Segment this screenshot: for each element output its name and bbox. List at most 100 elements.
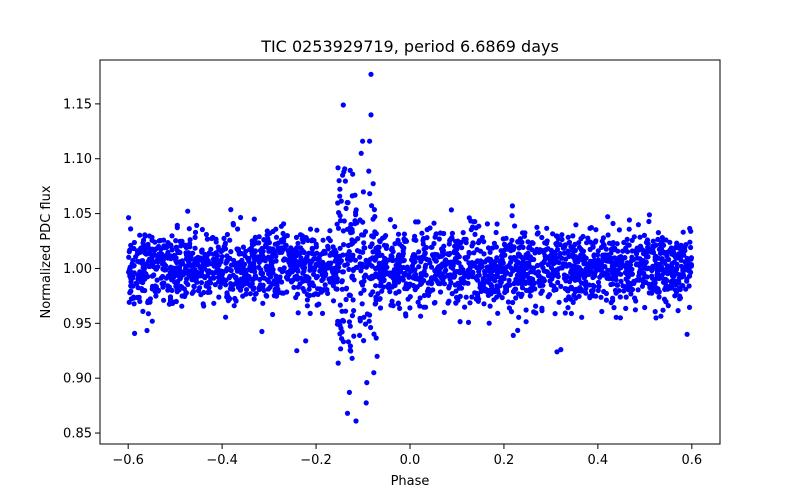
data-point (535, 269, 542, 275)
data-point (406, 274, 412, 280)
data-point (669, 285, 675, 291)
data-point (675, 271, 681, 277)
data-point (652, 309, 658, 315)
data-point (377, 305, 384, 311)
data-point (599, 308, 605, 315)
data-point (602, 263, 608, 270)
data-point (424, 288, 431, 294)
data-point (364, 258, 370, 265)
data-point (302, 265, 308, 271)
data-point (595, 279, 602, 285)
data-point (388, 302, 394, 308)
data-point (686, 268, 693, 274)
data-point (316, 301, 322, 307)
data-point (304, 303, 310, 309)
data-point (372, 214, 378, 220)
data-point (130, 263, 136, 269)
data-point (149, 255, 155, 261)
data-point (513, 295, 519, 301)
data-point (443, 267, 449, 273)
data-point (131, 295, 137, 301)
data-point (339, 286, 345, 292)
data-point (559, 265, 565, 271)
data-point (273, 234, 280, 240)
data-point (626, 242, 632, 248)
data-point (150, 273, 156, 279)
data-point (270, 311, 276, 318)
data-point (420, 237, 426, 244)
data-point (184, 263, 191, 269)
data-point (126, 299, 132, 305)
data-point (187, 237, 193, 243)
data-point (633, 247, 639, 254)
data-point (224, 231, 230, 238)
data-point (257, 254, 263, 261)
data-point (427, 260, 433, 266)
data-point (688, 262, 695, 268)
data-point (448, 207, 454, 213)
data-point (683, 242, 689, 248)
data-point (545, 246, 551, 252)
data-point (360, 189, 366, 195)
data-point (590, 244, 596, 250)
data-point (495, 310, 501, 316)
data-point (347, 343, 353, 349)
data-point (351, 333, 357, 339)
data-point (344, 261, 350, 267)
data-point (509, 237, 515, 243)
data-point (146, 233, 152, 239)
data-point (285, 273, 291, 279)
data-point (166, 284, 172, 290)
data-point (656, 255, 662, 261)
data-point (401, 257, 407, 263)
data-point (164, 244, 170, 250)
data-point (638, 260, 644, 266)
data-point (477, 248, 484, 254)
data-point (587, 295, 593, 301)
data-point (465, 267, 471, 273)
data-point (361, 287, 367, 293)
data-point (238, 250, 244, 257)
data-point (373, 254, 379, 260)
data-point (357, 217, 363, 223)
data-point (589, 261, 595, 267)
data-point (273, 226, 279, 232)
data-point (264, 267, 270, 273)
data-point (677, 286, 683, 293)
data-point (463, 294, 469, 300)
data-point (250, 276, 256, 282)
data-point (189, 277, 195, 283)
data-point (476, 223, 482, 229)
data-point (316, 260, 322, 266)
data-point (516, 252, 523, 258)
y-axis-ticks: 0.85 0.90 0.95 1.00 1.05 1.10 1.15 (63, 97, 100, 442)
y-tick-label: 0.90 (63, 372, 92, 387)
data-point (389, 284, 395, 290)
data-point (161, 297, 167, 303)
data-point (575, 264, 581, 270)
data-point (266, 248, 272, 254)
data-point (193, 278, 199, 284)
data-point (641, 270, 647, 276)
data-point (352, 238, 358, 244)
data-point (536, 278, 542, 284)
data-point (617, 315, 624, 321)
data-point (165, 240, 171, 246)
data-point (641, 265, 647, 271)
data-point (453, 239, 459, 245)
y-tick-label: 1.15 (63, 97, 92, 112)
data-point (360, 249, 366, 255)
y-tick-label: 1.00 (63, 262, 92, 277)
data-point (228, 267, 234, 274)
data-point (639, 283, 646, 289)
data-point (554, 268, 560, 274)
data-point (354, 248, 361, 254)
data-point (435, 280, 442, 287)
data-point (294, 348, 300, 354)
data-point (251, 241, 257, 247)
data-point (335, 165, 341, 171)
data-point (158, 275, 164, 281)
data-point (486, 320, 492, 326)
data-point (354, 264, 360, 270)
data-point (303, 276, 309, 282)
